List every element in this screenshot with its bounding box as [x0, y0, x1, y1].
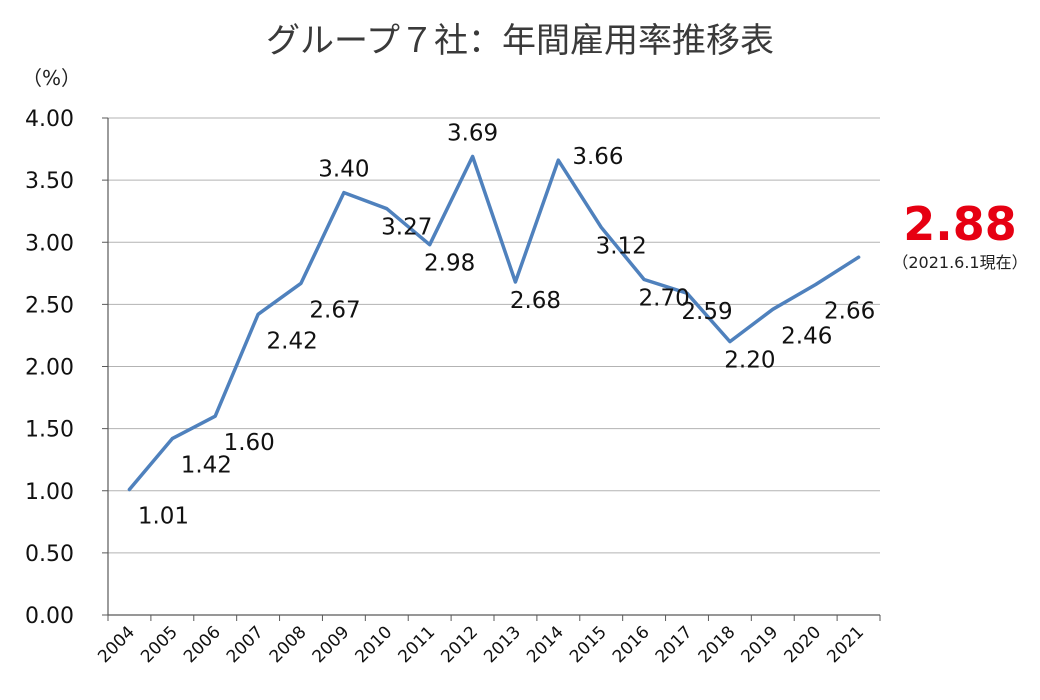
data-label: 2.66	[824, 298, 875, 324]
y-tick-label: 4.00	[25, 107, 74, 132]
data-label: 3.27	[381, 215, 432, 241]
series-polyline	[127, 154, 861, 492]
axes	[102, 117, 881, 621]
data-label: 2.67	[309, 297, 360, 323]
x-tick-label: 2020	[780, 622, 825, 667]
y-tick-label: 2.50	[25, 293, 74, 318]
data-label: 2.59	[681, 299, 732, 325]
latest-value-date-note: （2021.6.1現在）	[892, 253, 1027, 272]
x-tick-label: 2010	[352, 622, 397, 667]
x-tick-label: 2013	[480, 622, 525, 667]
y-tick-label: 1.50	[25, 418, 74, 443]
x-tick-label: 2011	[394, 622, 439, 667]
chart-title: グループ７社：年間雇用率推移表	[266, 21, 774, 61]
x-tick-label: 2018	[695, 622, 740, 667]
series-line	[127, 154, 861, 492]
data-label: 3.66	[572, 144, 623, 170]
y-tick-label: 0.50	[25, 542, 74, 567]
y-tick-label: 1.00	[25, 480, 74, 505]
x-tick-label: 2004	[94, 622, 139, 667]
y-tick-label: 3.00	[25, 231, 74, 256]
data-label: 2.98	[424, 251, 475, 277]
x-tick-label: 2016	[609, 622, 654, 667]
data-label: 1.42	[181, 453, 232, 479]
x-tick-label: 2009	[309, 622, 354, 667]
y-tick-label: 2.00	[25, 356, 74, 381]
data-labels: 1.01 1.421.60 2.42 2.67 3.40 3.27 2.98 3.69 2.68…	[138, 121, 875, 530]
x-tick-label: 2007	[223, 622, 268, 667]
x-tick-label: 2008	[266, 622, 311, 667]
data-label: 2.20	[724, 348, 775, 374]
x-tick-label: 2019	[738, 622, 783, 667]
data-label: 3.12	[596, 233, 647, 259]
data-label: 1.60	[224, 430, 275, 456]
x-tick-label: 2005	[137, 622, 182, 667]
x-tick-label: 2014	[523, 622, 568, 667]
data-label: 2.70	[639, 286, 690, 312]
data-label: 1.01	[138, 504, 189, 530]
y-tick-label: 3.50	[25, 169, 74, 194]
data-label: 2.46	[781, 323, 832, 349]
y-tick-labels: 0.00 0.50 1.00 1.50 2.00 2.50 3.00 3.50 4.00	[25, 107, 74, 629]
x-tick-label: 2021	[823, 622, 868, 667]
y-tick-label: 0.00	[25, 604, 74, 629]
gridlines	[108, 117, 880, 554]
x-tick-label: 2017	[652, 622, 697, 667]
latest-value-highlight: 2.88	[903, 197, 1017, 251]
data-label: 3.69	[447, 121, 498, 147]
data-label: 2.68	[510, 288, 561, 314]
x-tick-labels: 2004200520062007200820092010201120122013…	[94, 622, 868, 667]
data-label: 2.42	[267, 328, 318, 354]
data-label: 3.40	[318, 157, 369, 183]
x-tick-label: 2015	[566, 622, 611, 667]
x-tick-label: 2012	[437, 622, 482, 667]
x-tick-label: 2006	[180, 622, 225, 667]
y-axis-unit-label: （%）	[22, 66, 81, 90]
